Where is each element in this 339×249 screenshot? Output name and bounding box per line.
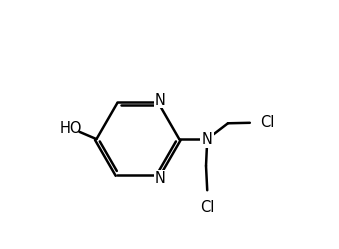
Text: N: N xyxy=(154,93,165,108)
Text: Cl: Cl xyxy=(200,200,215,215)
Text: Cl: Cl xyxy=(260,115,275,130)
Text: HO: HO xyxy=(60,121,82,136)
Text: N: N xyxy=(202,132,213,147)
Text: N: N xyxy=(155,171,166,186)
